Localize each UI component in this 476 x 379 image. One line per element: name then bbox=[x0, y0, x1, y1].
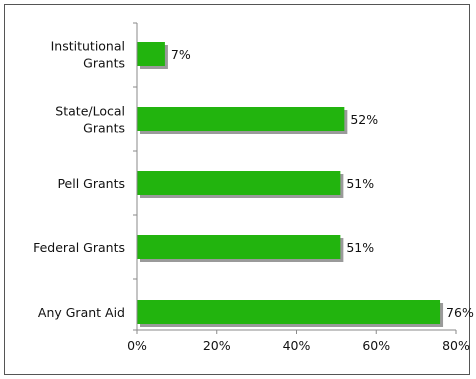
bar bbox=[137, 107, 345, 131]
x-tick-label: 0% bbox=[127, 338, 147, 353]
category-label: Pell Grants bbox=[57, 176, 125, 191]
bar bbox=[137, 171, 341, 195]
x-tick-label: 40% bbox=[283, 338, 311, 353]
data-label: 52% bbox=[350, 112, 378, 127]
bar bbox=[137, 300, 441, 324]
x-tick-label: 20% bbox=[203, 338, 231, 353]
data-label: 51% bbox=[346, 240, 374, 255]
category-label: Any Grant Aid bbox=[38, 305, 125, 320]
bar bbox=[137, 42, 165, 66]
data-label: 51% bbox=[346, 176, 374, 191]
data-label: 7% bbox=[171, 47, 191, 62]
category-label: Institutional bbox=[51, 39, 125, 54]
category-label: Grants bbox=[83, 56, 125, 71]
category-label: Grants bbox=[83, 121, 125, 136]
x-tick-label: 80% bbox=[442, 338, 470, 353]
data-label: 76% bbox=[446, 305, 474, 320]
category-label: Federal Grants bbox=[33, 240, 125, 255]
x-tick-label: 60% bbox=[362, 338, 390, 353]
category-label: State/Local bbox=[55, 104, 125, 119]
bar bbox=[137, 235, 341, 259]
